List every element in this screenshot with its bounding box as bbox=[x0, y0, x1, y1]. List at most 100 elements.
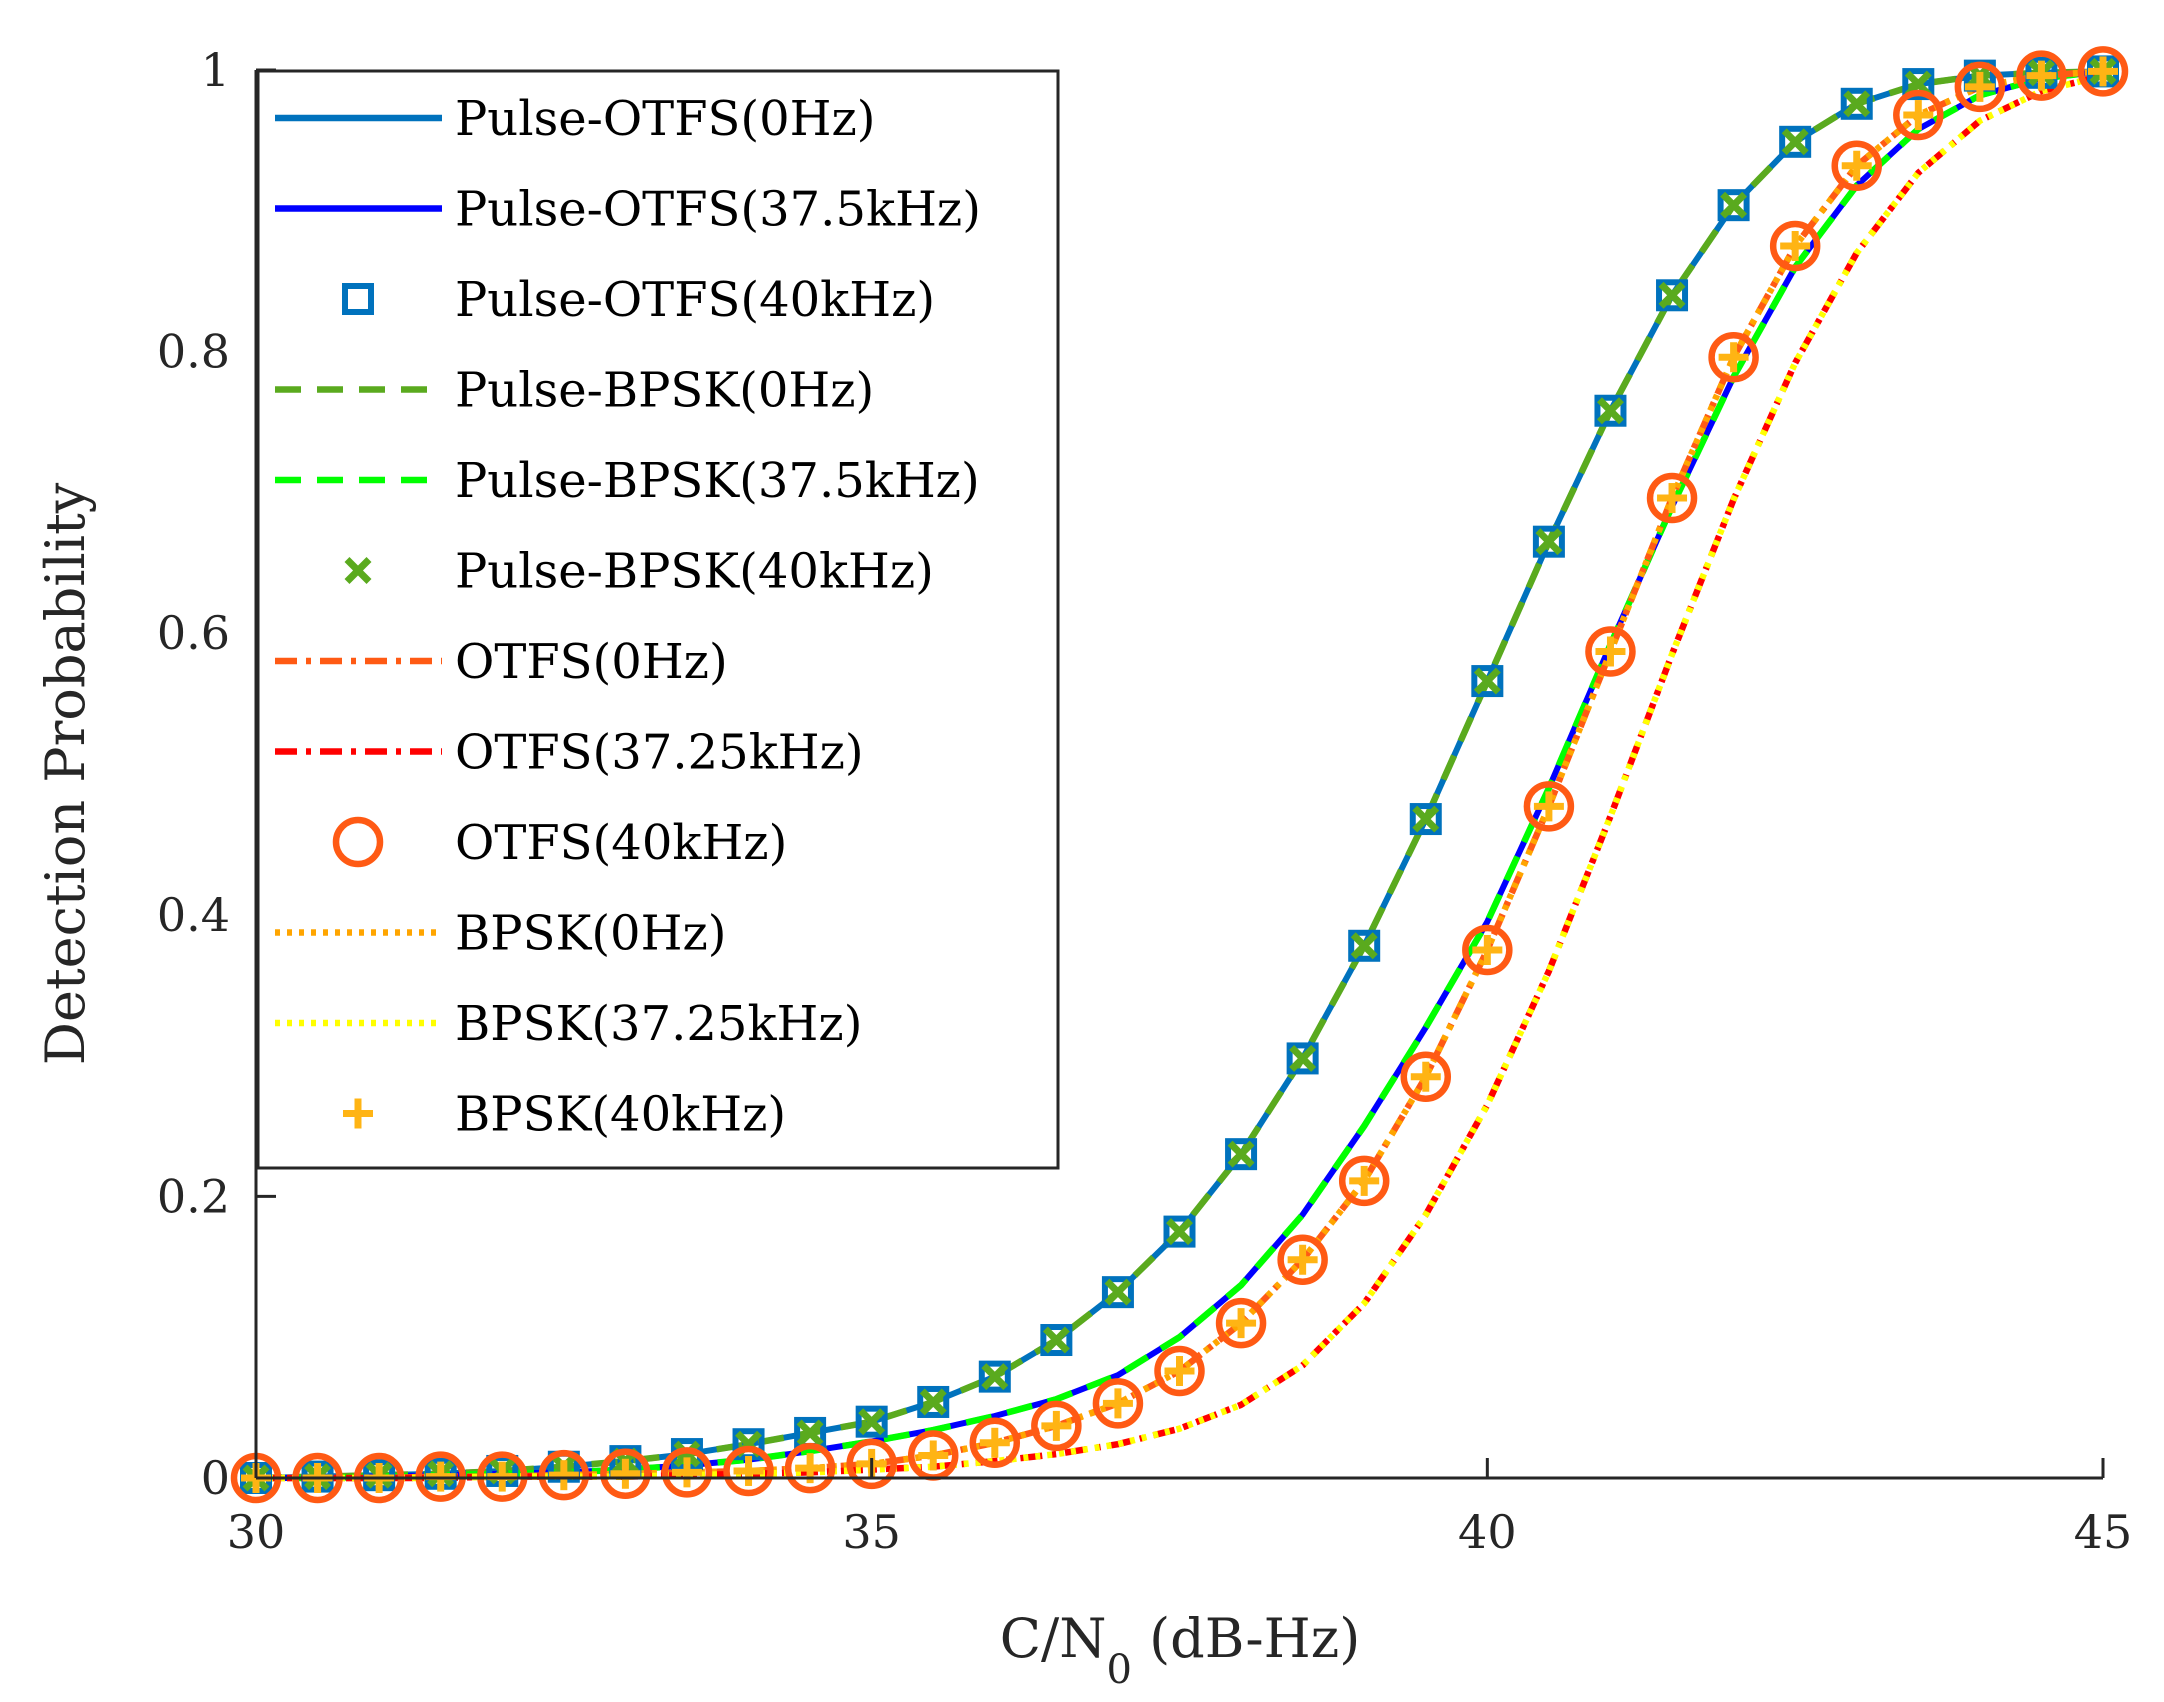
x-tick-label: 30 bbox=[227, 1505, 286, 1559]
data-point bbox=[1286, 1042, 1319, 1075]
legend-entry: Pulse-OTFS(40kHz) bbox=[342, 272, 935, 328]
data-point bbox=[2077, 46, 2129, 97]
data-point bbox=[1226, 1308, 1257, 1339]
data-point bbox=[1769, 220, 1821, 272]
data-point bbox=[1658, 281, 1686, 309]
data-point bbox=[1954, 61, 2006, 113]
data-point bbox=[969, 1417, 1021, 1469]
data-point bbox=[1535, 528, 1563, 556]
data-point bbox=[548, 1460, 579, 1491]
data-point bbox=[1349, 1165, 1380, 1196]
data-point bbox=[1779, 125, 1812, 158]
legend-box bbox=[256, 69, 1060, 1170]
data-point bbox=[855, 1405, 888, 1438]
legend-swatch-marker bbox=[344, 557, 372, 584]
y-tick-label: 0.2 bbox=[157, 1169, 230, 1223]
data-point bbox=[2088, 56, 2118, 87]
y-axis-title: Detection Probability bbox=[34, 482, 97, 1065]
data-point bbox=[1154, 1345, 1205, 1397]
data-point bbox=[1532, 525, 1565, 558]
data-point bbox=[1903, 100, 1934, 131]
legend-entry: Pulse-BPSK(37.5kHz) bbox=[275, 453, 980, 509]
legend-entry: Pulse-OTFS(37.5kHz) bbox=[275, 182, 981, 238]
y-tick-label: 1 bbox=[201, 43, 230, 97]
x-tick-label: 40 bbox=[1458, 1505, 1517, 1559]
legend-entry: BPSK(40kHz) bbox=[343, 1087, 786, 1143]
legend-label: BPSK(37.25kHz) bbox=[455, 996, 862, 1052]
data-point bbox=[538, 1449, 590, 1501]
data-point bbox=[1657, 483, 1688, 514]
y-tick-label: 0.6 bbox=[157, 606, 230, 660]
y-tick-label: 0 bbox=[201, 1451, 230, 1505]
axes bbox=[254, 70, 2103, 1480]
legend-label: Pulse-BPSK(0Hz) bbox=[455, 363, 874, 419]
x-axis-title: C/N0 (dB-Hz) bbox=[1000, 1607, 1361, 1693]
y-tick-label: 0.8 bbox=[157, 325, 230, 379]
data-point bbox=[1720, 191, 1748, 219]
data-point bbox=[1350, 932, 1378, 960]
data-point bbox=[1277, 1234, 1328, 1286]
data-point bbox=[1594, 394, 1627, 427]
data-point bbox=[673, 1440, 701, 1468]
data-point bbox=[1412, 805, 1440, 833]
data-point bbox=[1585, 626, 1636, 677]
data-point bbox=[2016, 50, 2067, 101]
legend-entry: Pulse-BPSK(40kHz) bbox=[344, 544, 934, 600]
data-point bbox=[1040, 1324, 1073, 1357]
data-point bbox=[1831, 140, 1882, 191]
data-point bbox=[723, 1445, 774, 1497]
data-point bbox=[1338, 1155, 1390, 1207]
data-point bbox=[1843, 90, 1871, 118]
series-line-10 bbox=[256, 72, 2104, 1482]
data-point bbox=[733, 1455, 764, 1486]
data-point bbox=[1841, 150, 1872, 181]
data-point bbox=[1646, 472, 1698, 524]
data-point bbox=[1472, 935, 1503, 965]
legend-entry: Pulse-BPSK(0Hz) bbox=[275, 363, 874, 419]
legend-swatch-marker bbox=[342, 283, 374, 315]
x-tick-label: 45 bbox=[2074, 1505, 2133, 1559]
data-point bbox=[1596, 397, 1624, 425]
data-point bbox=[1523, 781, 1575, 832]
data-point bbox=[981, 1363, 1009, 1391]
data-point bbox=[918, 1440, 949, 1471]
data-point bbox=[1893, 89, 1944, 141]
data-point bbox=[1964, 71, 1995, 102]
legend-entry: BPSK(37.25kHz) bbox=[275, 996, 862, 1052]
data-point bbox=[1287, 1244, 1318, 1275]
data-point bbox=[1104, 1278, 1132, 1306]
data-point bbox=[1092, 1378, 1144, 1429]
data-point bbox=[1656, 279, 1689, 312]
data-point bbox=[671, 1457, 702, 1488]
data-point bbox=[1164, 1355, 1195, 1386]
x-tick-label: 35 bbox=[842, 1505, 901, 1559]
data-point bbox=[1717, 189, 1750, 222]
data-point bbox=[1471, 665, 1504, 698]
data-point bbox=[1102, 1388, 1133, 1419]
x-axis-title-main: C/N bbox=[1000, 1607, 1107, 1670]
data-point bbox=[2026, 60, 2057, 91]
legend-label: Pulse-BPSK(37.5kHz) bbox=[455, 453, 980, 509]
data-point bbox=[1840, 87, 1873, 120]
legend-label: BPSK(40kHz) bbox=[455, 1087, 786, 1143]
legend-label: Pulse-OTFS(37.5kHz) bbox=[455, 182, 981, 238]
data-point bbox=[1042, 1326, 1070, 1354]
data-point bbox=[846, 1438, 897, 1490]
data-point bbox=[1348, 929, 1381, 962]
data-point bbox=[661, 1447, 713, 1498]
data-point bbox=[1400, 1051, 1452, 1102]
legend-label: Pulse-OTFS(0Hz) bbox=[455, 91, 876, 147]
legend-entry: OTFS(40kHz) bbox=[332, 815, 787, 871]
data-point bbox=[858, 1408, 886, 1436]
legend-swatch-marker bbox=[332, 816, 384, 868]
legend-entry: Pulse-OTFS(0Hz) bbox=[275, 91, 876, 147]
x-axis-title-subscript: 0 bbox=[1106, 1647, 1131, 1693]
data-point bbox=[784, 1442, 836, 1494]
data-point bbox=[1533, 791, 1564, 822]
legend-entry: OTFS(0Hz) bbox=[275, 634, 728, 690]
data-point bbox=[978, 1360, 1011, 1393]
data-point bbox=[1289, 1044, 1317, 1072]
data-point bbox=[1031, 1400, 1082, 1452]
data-point bbox=[1902, 68, 1935, 101]
